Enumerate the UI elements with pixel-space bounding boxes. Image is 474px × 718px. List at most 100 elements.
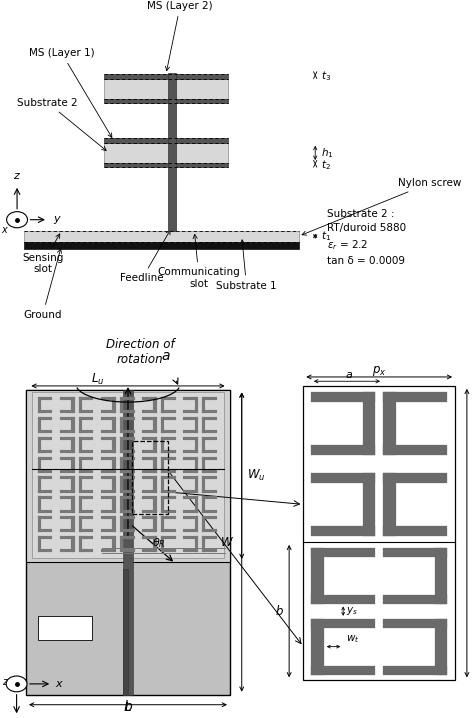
Text: Communicating
slot: Communicating slot [158, 234, 240, 289]
Text: $L$: $L$ [124, 701, 132, 714]
Bar [71, 496, 74, 513]
Bar [101, 450, 116, 453]
Bar [101, 529, 116, 532]
Bar [120, 417, 123, 433]
Bar [202, 450, 217, 453]
Bar [202, 490, 217, 493]
Bar [120, 437, 135, 439]
Bar [79, 510, 93, 513]
Bar [101, 470, 116, 473]
Bar [142, 411, 157, 414]
Bar [183, 536, 198, 539]
Bar [168, 73, 176, 230]
Bar [161, 536, 164, 552]
Bar [112, 536, 116, 552]
Bar [120, 490, 135, 493]
Bar [120, 417, 135, 420]
Bar [101, 397, 116, 400]
Bar [303, 386, 455, 681]
Bar [79, 529, 93, 532]
Bar [161, 496, 164, 513]
Bar [142, 470, 157, 473]
Bar [79, 477, 82, 493]
Bar [37, 411, 53, 414]
Bar [383, 666, 447, 675]
Bar [120, 496, 135, 499]
Bar [60, 536, 74, 539]
Bar [120, 536, 135, 539]
Bar [79, 536, 93, 539]
Text: MS (Layer 1): MS (Layer 1) [29, 48, 112, 137]
Bar [383, 595, 447, 604]
Bar [161, 457, 164, 473]
Bar [60, 510, 74, 513]
Bar [123, 569, 128, 695]
Bar [142, 490, 157, 493]
Text: $\theta_R$: $\theta_R$ [152, 536, 165, 550]
Bar [120, 516, 123, 532]
Bar [60, 496, 74, 499]
Bar [37, 516, 53, 519]
Text: Ground: Ground [23, 249, 62, 320]
Bar [37, 549, 53, 552]
Bar [435, 548, 447, 604]
Bar [161, 457, 176, 460]
Bar [37, 470, 53, 473]
Bar [104, 163, 228, 167]
Bar [383, 392, 396, 455]
Bar [183, 430, 198, 433]
Bar [202, 397, 217, 400]
Bar [101, 430, 116, 433]
Bar [37, 529, 53, 532]
Bar [79, 450, 93, 453]
Circle shape [6, 676, 27, 692]
Bar [202, 411, 217, 414]
Bar [202, 477, 217, 480]
Bar [37, 437, 53, 439]
Bar [60, 397, 74, 400]
Bar [161, 437, 176, 439]
Bar [120, 516, 135, 519]
Bar [37, 496, 53, 499]
Bar [383, 392, 447, 402]
Bar [383, 472, 396, 536]
Bar [363, 472, 375, 536]
Bar [311, 526, 375, 536]
Text: $t_3$: $t_3$ [321, 70, 331, 83]
Bar [79, 397, 82, 414]
Bar [202, 496, 217, 499]
Bar [311, 595, 375, 604]
Bar [435, 619, 447, 675]
Bar [79, 430, 93, 433]
Bar [161, 417, 164, 433]
Bar [154, 477, 157, 493]
Bar [161, 516, 176, 519]
Bar [60, 490, 74, 493]
Bar [37, 397, 53, 400]
Bar [142, 529, 157, 532]
Bar [79, 516, 93, 519]
Bar [363, 392, 375, 455]
Bar [37, 450, 53, 453]
Bar [194, 536, 198, 552]
Bar [161, 397, 164, 414]
Bar [161, 529, 176, 532]
Bar [202, 536, 217, 539]
Bar [71, 536, 74, 552]
Bar [311, 548, 324, 604]
Bar [202, 457, 217, 460]
Bar [383, 619, 447, 628]
Bar [120, 457, 135, 460]
Bar [101, 510, 116, 513]
Bar [60, 529, 74, 532]
Bar [37, 430, 53, 433]
Bar [202, 536, 205, 552]
Bar [161, 536, 176, 539]
Bar [142, 549, 157, 552]
Bar [202, 457, 205, 473]
Bar [60, 417, 74, 420]
Bar [154, 437, 157, 453]
Bar [142, 437, 157, 439]
Text: $W_u$: $W_u$ [247, 468, 266, 483]
Text: $p_x$: $p_x$ [372, 364, 386, 378]
